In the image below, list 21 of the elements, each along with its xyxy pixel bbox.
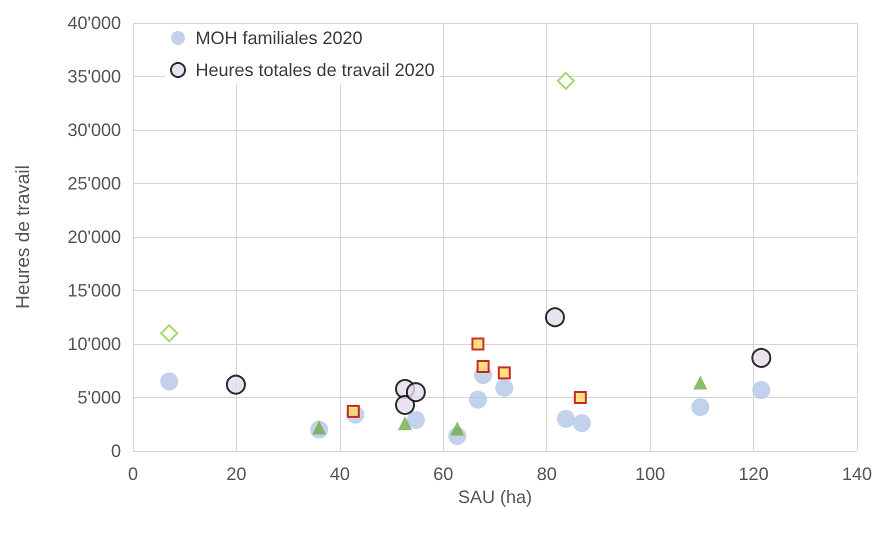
y-tick-label: 40'000 — [68, 13, 121, 33]
x-tick-label: 80 — [536, 464, 557, 484]
x-tick-label: 100 — [635, 464, 666, 484]
y-axis-title: Heures de travail — [13, 165, 34, 309]
y-tick-label: 15'000 — [68, 280, 121, 300]
x-tick-label: 120 — [738, 464, 769, 484]
y-tick-label: 25'000 — [68, 174, 121, 194]
legend-label: Heures totales de travail 2020 — [196, 60, 435, 80]
y-tick-label: 10'000 — [68, 334, 121, 354]
y-tick-label: 30'000 — [68, 120, 121, 140]
y-tick-label: 35'000 — [68, 66, 121, 86]
legend-label: MOH familiales 2020 — [196, 28, 363, 48]
y-tick-label: 0 — [110, 441, 121, 461]
x-axis-title: SAU (ha) — [458, 486, 532, 507]
y-tick-label: 20'000 — [68, 227, 121, 247]
x-tick-label: 140 — [842, 464, 872, 484]
x-tick-label: 20 — [226, 464, 246, 484]
x-tick-label: 60 — [433, 464, 454, 484]
x-tick-label: 0 — [128, 464, 138, 484]
y-tick-label: 5'000 — [78, 388, 121, 408]
x-tick-label: 40 — [330, 464, 350, 484]
